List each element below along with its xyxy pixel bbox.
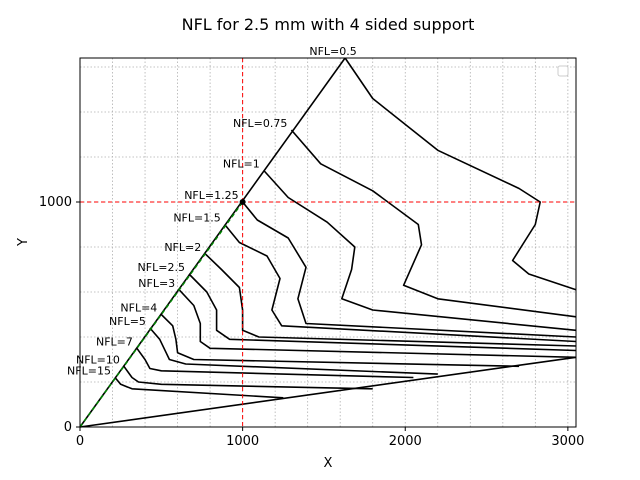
x-tick-label: 0 (76, 434, 84, 449)
nfl-curve (263, 169, 577, 332)
y-tick-label: 0 (64, 420, 72, 435)
curve-label: NFL=0.75 (233, 117, 287, 130)
curve-label: NFL=1.5 (173, 212, 220, 225)
curve-label: NFL=3 (138, 277, 175, 290)
curve-label: NFL=2 (164, 241, 201, 254)
legend-box (557, 65, 569, 77)
x-tick-label: 1000 (226, 434, 259, 449)
x-axis-label: X (324, 456, 333, 471)
curve-label: NFL=5 (109, 315, 146, 328)
curve-label: NFL=0.5 (309, 45, 356, 58)
reference-point (239, 199, 246, 205)
nfl-curve (241, 201, 577, 338)
curve-label: NFL=10 (76, 353, 120, 366)
curve-label: NFL=7 (96, 335, 133, 348)
nfl-curve (290, 129, 577, 318)
nfl-curve (114, 376, 284, 399)
curve-label: NFL=2.5 (138, 261, 185, 274)
curve-labels: NFL=0.5 NFL=0.75 NFL=1 NFL=1.25 NFL=1.5 NFL=2… (67, 45, 357, 378)
y-axis-label: Y (16, 238, 31, 247)
axes-frame (79, 57, 577, 428)
nfl-curve (123, 365, 373, 390)
diagonal-highlight (79, 201, 244, 428)
nfl-curve (136, 347, 414, 379)
plot-area: NFL=0.5 NFL=0.75 NFL=1 NFL=1.25 NFL=1.5 NFL=2… (39, 45, 585, 449)
boundary-line (79, 356, 577, 428)
curve-label: NFL=4 (120, 302, 157, 315)
curve-label: NFL=1.25 (184, 189, 238, 202)
nfl-curve (149, 327, 438, 375)
chart-title: NFL for 2.5 mm with 4 sided support (182, 15, 475, 34)
x-tick-label: 2000 (389, 434, 422, 449)
curve-label: NFL=15 (67, 365, 111, 378)
nfl-curve (178, 289, 577, 359)
nfl-curve (160, 313, 520, 368)
nfl-curve (188, 273, 577, 352)
nfl-curve (224, 223, 577, 343)
x-tick-label: 3000 (551, 434, 584, 449)
nfl-curve (344, 57, 577, 291)
y-tick-label: 1000 (39, 195, 72, 210)
curve-label: NFL=1 (223, 158, 260, 171)
